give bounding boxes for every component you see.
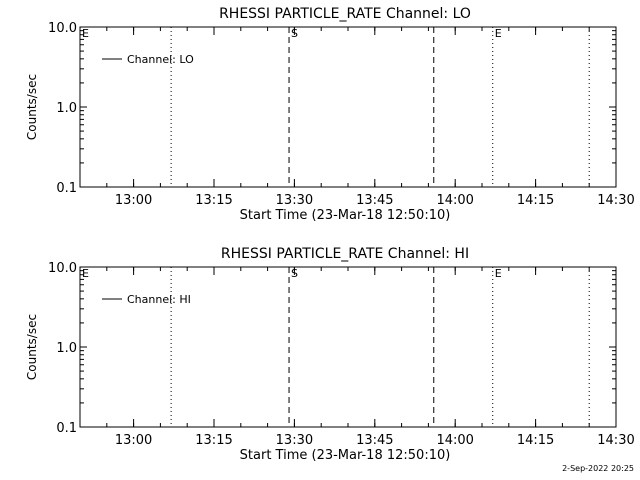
event-marker-label: E <box>495 27 502 40</box>
x-axis-label: Start Time (23-Mar-18 12:50:10) <box>240 448 451 463</box>
edge-marker-label: E <box>82 267 89 280</box>
y-tick-label: 0.1 <box>56 181 77 196</box>
y-tick-label: 1.0 <box>56 101 77 116</box>
y-tick-label: 1.0 <box>56 341 77 356</box>
legend-label: Channel: HI <box>127 293 191 306</box>
x-tick-label: 13:15 <box>195 193 232 208</box>
y-tick-label: 10.0 <box>48 21 77 36</box>
x-tick-label: 13:00 <box>115 193 152 208</box>
event-marker-label: S <box>291 267 298 280</box>
x-tick-label: 13:30 <box>276 193 313 208</box>
y-axis-label: Counts/sec <box>25 314 39 380</box>
y-tick-label: 10.0 <box>48 261 77 276</box>
x-tick-label: 13:15 <box>195 433 232 448</box>
y-tick-label: 0.1 <box>56 421 77 436</box>
x-tick-label: 13:45 <box>356 433 393 448</box>
x-tick-label: 14:30 <box>597 193 634 208</box>
event-marker-label: E <box>495 267 502 280</box>
chart-title: RHESSI PARTICLE_RATE Channel: LO <box>219 6 471 22</box>
x-tick-label: 13:45 <box>356 193 393 208</box>
footer-timestamp: 2-Sep-2022 20:25 <box>562 464 634 473</box>
x-axis-label: Start Time (23-Mar-18 12:50:10) <box>240 208 451 223</box>
plot-frame <box>79 26 617 188</box>
x-tick-label: 13:00 <box>115 433 152 448</box>
edge-marker-label: E <box>82 27 89 40</box>
x-tick-label: 14:15 <box>517 433 554 448</box>
legend-label: Channel: LO <box>127 53 194 66</box>
x-tick-label: 14:00 <box>436 433 473 448</box>
plot-frame <box>79 266 617 428</box>
y-axis-label: Counts/sec <box>25 74 39 140</box>
chart-title: RHESSI PARTICLE_RATE Channel: HI <box>221 246 469 262</box>
event-marker-label: S <box>291 27 298 40</box>
x-tick-label: 14:30 <box>597 433 634 448</box>
x-tick-label: 14:15 <box>517 193 554 208</box>
x-tick-label: 13:30 <box>276 433 313 448</box>
x-tick-label: 14:00 <box>436 193 473 208</box>
